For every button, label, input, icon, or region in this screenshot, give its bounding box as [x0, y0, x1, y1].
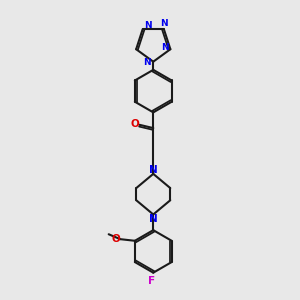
- Text: N: N: [160, 19, 168, 28]
- Text: N: N: [144, 21, 152, 30]
- Text: N: N: [144, 58, 151, 68]
- Text: O: O: [112, 234, 120, 244]
- Text: F: F: [148, 275, 155, 286]
- Text: N: N: [161, 44, 168, 52]
- Text: N: N: [149, 214, 158, 224]
- Text: O: O: [130, 119, 139, 129]
- Text: N: N: [149, 165, 158, 175]
